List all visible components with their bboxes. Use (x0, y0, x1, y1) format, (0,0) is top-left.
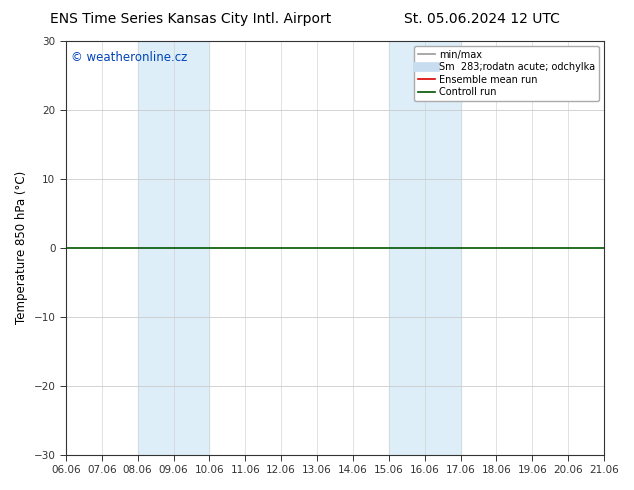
Bar (138, 41, 209, 455)
Text: © weatheronline.cz: © weatheronline.cz (71, 51, 188, 64)
Bar (389, 41, 460, 455)
Text: ENS Time Series Kansas City Intl. Airport: ENS Time Series Kansas City Intl. Airpor… (49, 12, 331, 26)
Legend: min/max, Sm  283;rodatn acute; odchylka, Ensemble mean run, Controll run: min/max, Sm 283;rodatn acute; odchylka, … (414, 46, 599, 101)
Text: St. 05.06.2024 12 UTC: St. 05.06.2024 12 UTC (404, 12, 560, 26)
Y-axis label: Temperature 850 hPa (°C): Temperature 850 hPa (°C) (15, 171, 28, 324)
